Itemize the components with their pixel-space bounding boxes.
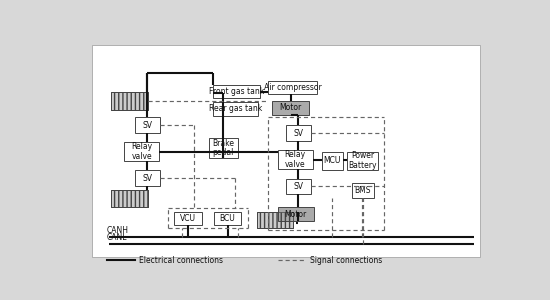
Bar [347,152,378,170]
Bar [111,92,147,110]
Bar [111,190,147,207]
Text: Signal connections: Signal connections [310,256,382,265]
Text: Brake
pedal: Brake pedal [212,139,234,158]
Text: Front gas tank: Front gas tank [208,87,264,96]
Text: MCU: MCU [323,156,341,165]
Bar [278,207,314,221]
Text: CANL: CANL [107,232,128,242]
Bar [286,125,311,141]
Bar [124,142,159,161]
Bar [135,170,160,186]
Bar [257,212,293,228]
Text: Power
Battery: Power Battery [348,152,377,170]
Bar [174,212,202,225]
Text: Motor: Motor [284,210,307,219]
Text: Rear gas tank: Rear gas tank [208,104,262,113]
Bar [213,102,257,116]
Text: Relay
valve: Relay valve [131,142,152,161]
Text: VCU: VCU [180,214,196,223]
Bar [272,101,309,115]
Bar [278,150,312,169]
Bar [268,81,317,94]
Text: SV: SV [142,174,152,183]
Text: Air compressor: Air compressor [264,83,322,92]
Text: Electrical connections: Electrical connections [139,256,223,265]
Text: CANH: CANH [107,226,129,235]
Bar [111,92,147,110]
Bar [111,190,147,207]
Bar [286,178,311,194]
Text: SV: SV [294,182,304,191]
Text: Relay
valve: Relay valve [284,150,306,169]
Bar [135,117,160,133]
Bar [208,138,238,158]
Text: BCU: BCU [219,214,235,223]
Text: SV: SV [294,129,304,138]
Bar [213,212,241,225]
Text: BMS: BMS [355,186,371,195]
Bar [352,183,373,198]
Bar [213,85,260,98]
Bar [322,152,343,170]
Bar [257,212,293,228]
Text: Motor: Motor [279,103,302,112]
Text: SV: SV [142,121,152,130]
